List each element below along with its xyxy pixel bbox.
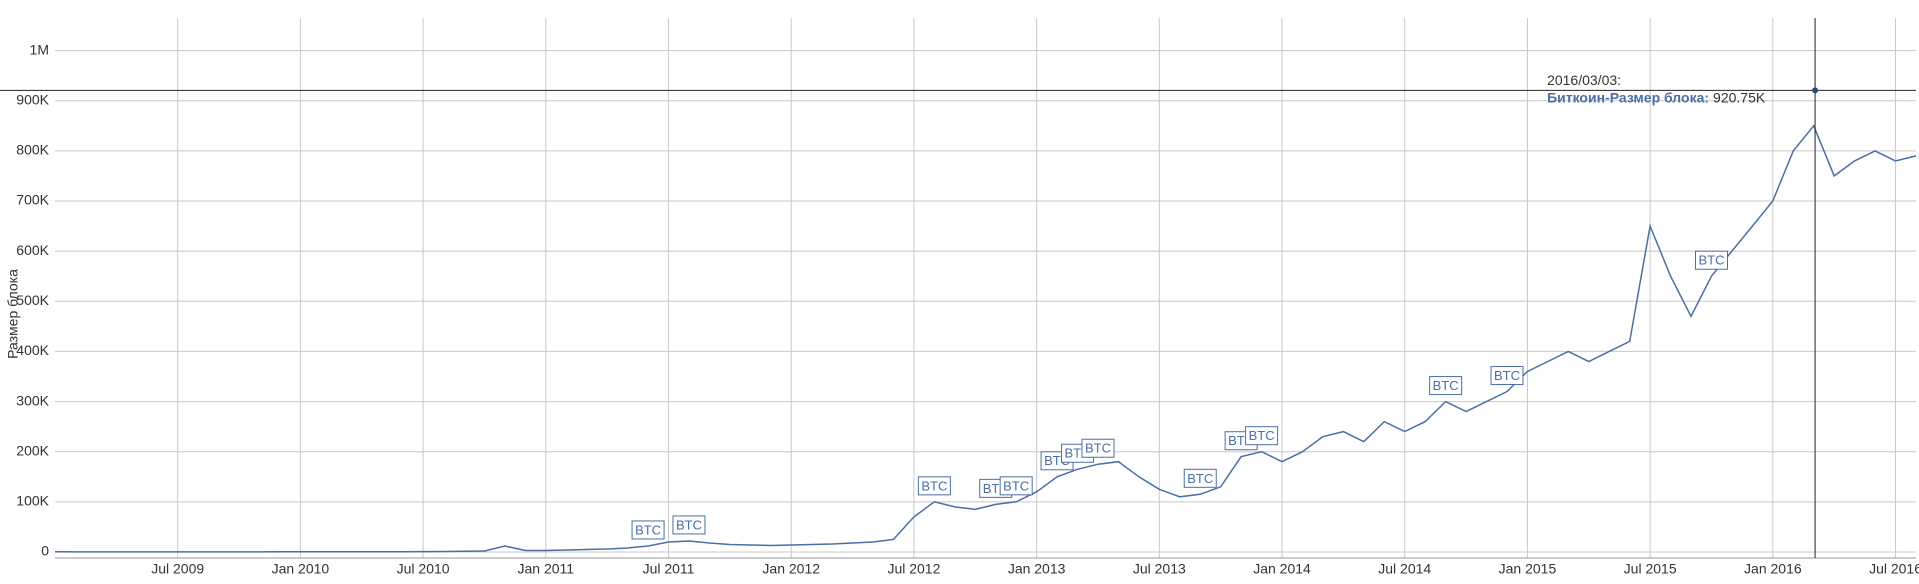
x-tick-label: Jul 2012 (887, 561, 940, 577)
annotation-flag: BTC (1081, 438, 1115, 458)
x-tick-label: Jul 2010 (397, 561, 450, 577)
annotation-flag: BTC (1490, 366, 1524, 386)
flag-box (917, 476, 951, 496)
y-tick-label: 500K (16, 292, 49, 308)
y-tick-label: 200K (16, 442, 49, 458)
flag-label: BTC (921, 478, 947, 493)
x-tick-label: Jan 2010 (272, 561, 330, 577)
annotation-flag: BTC (999, 476, 1033, 496)
flag-label: BTC (1249, 428, 1275, 443)
y-tick-label: 900K (16, 91, 49, 107)
x-tick-label: Jul 2009 (151, 561, 204, 577)
annotation-flag: BTC (1183, 468, 1217, 488)
annotation-flag: BTC (631, 520, 665, 540)
flag-label: BTC (1698, 253, 1724, 268)
y-tick-label: 300K (16, 392, 49, 408)
flag-label: BTC (1187, 471, 1213, 486)
flag-box (1183, 468, 1217, 488)
x-tick-label: Jul 2014 (1378, 561, 1431, 577)
annotation-flag: BTC (1429, 376, 1463, 396)
x-tick-label: Jan 2014 (1253, 561, 1311, 577)
annotation-flag: BTC (672, 515, 706, 535)
series-line (54, 124, 1917, 553)
x-tick-label: Jul 2016 (1869, 561, 1919, 577)
y-tick-label: 600K (16, 242, 49, 258)
hover-point (1812, 87, 1819, 94)
tooltip-line: Биткоин-Размер блока: 920.75K (1547, 89, 1766, 105)
flag-box (631, 520, 665, 540)
flag-label: BTC (1433, 378, 1459, 393)
x-tick-label: Jan 2012 (762, 561, 820, 577)
annotation-flag: BTC (1245, 426, 1279, 446)
y-tick-label: 700K (16, 192, 49, 208)
flag-box (1490, 366, 1524, 386)
tooltip-value: 920.75K (1713, 89, 1766, 105)
flag-box (1081, 438, 1115, 458)
tooltip-name: Биткоин-Размер блока: (1547, 89, 1709, 105)
flag-label: BTC (1494, 368, 1520, 383)
y-tick-label: 100K (16, 493, 49, 509)
x-tick-label: Jul 2011 (643, 561, 695, 577)
y-tick-label: 1M (30, 41, 49, 57)
flag-label: BTC (635, 522, 661, 537)
tooltip-date: 2016/03/03: (1547, 72, 1621, 88)
x-tick-label: Jan 2015 (1499, 561, 1557, 577)
flag-box (999, 476, 1033, 496)
x-tick-label: Jul 2015 (1624, 561, 1677, 577)
flag-label: BTC (1085, 441, 1111, 456)
x-tick-label: Jan 2016 (1744, 561, 1802, 577)
flag-label: BTC (1003, 478, 1029, 493)
y-tick-label: 0 (41, 543, 49, 559)
y-tick-label: 800K (16, 142, 49, 158)
x-tick-label: Jan 2011 (518, 561, 575, 577)
y-tick-label: 400K (16, 342, 49, 358)
annotation-flag: BTC (1694, 250, 1728, 270)
flag-box (1245, 426, 1279, 446)
annotation-flag: BTC (917, 476, 951, 496)
flag-label: BTC (676, 517, 702, 532)
flag-box (1429, 376, 1463, 396)
flag-box (672, 515, 706, 535)
flag-box (1694, 250, 1728, 270)
x-tick-label: Jul 2013 (1133, 561, 1186, 577)
y-axis-label: Размер блока (5, 269, 21, 359)
x-tick-label: Jan 2013 (1008, 561, 1066, 577)
